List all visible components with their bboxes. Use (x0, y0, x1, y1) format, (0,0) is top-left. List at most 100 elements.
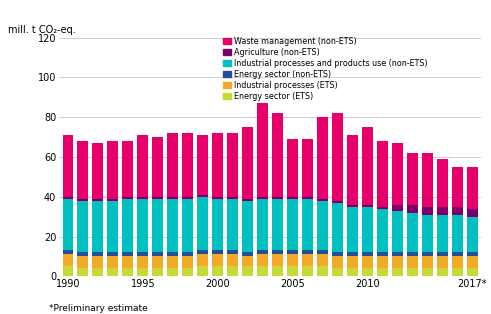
Bar (272, 197, 283, 199)
Bar (407, 268, 418, 276)
Bar (78, 199, 88, 201)
Bar (122, 268, 133, 276)
Bar (347, 205, 358, 207)
Bar (452, 207, 463, 215)
Bar (212, 197, 223, 199)
Bar (182, 252, 193, 257)
Bar (122, 197, 133, 199)
Bar (377, 257, 388, 268)
Bar (437, 159, 448, 207)
Bar (302, 251, 313, 254)
Bar (437, 207, 448, 215)
Bar (167, 197, 178, 199)
Bar (362, 268, 373, 276)
Bar (108, 252, 118, 257)
Bar (317, 201, 328, 251)
Bar (347, 257, 358, 268)
Bar (287, 266, 298, 276)
Bar (362, 205, 373, 207)
Bar (317, 251, 328, 254)
Bar (257, 103, 268, 197)
Bar (167, 257, 178, 268)
Bar (452, 252, 463, 257)
Bar (452, 215, 463, 252)
Bar (302, 197, 313, 199)
Bar (287, 139, 298, 197)
Bar (437, 257, 448, 268)
Bar (257, 266, 268, 276)
Bar (122, 141, 133, 197)
Bar (137, 252, 148, 257)
Bar (62, 135, 73, 197)
Bar (62, 251, 73, 254)
Bar (152, 199, 163, 252)
Bar (437, 268, 448, 276)
Bar (272, 251, 283, 254)
Bar (272, 266, 283, 276)
Bar (92, 257, 103, 268)
Bar (347, 268, 358, 276)
Bar (392, 143, 403, 205)
Bar (212, 254, 223, 266)
Bar (422, 268, 433, 276)
Bar (392, 252, 403, 257)
Bar (467, 167, 478, 209)
Bar (287, 199, 298, 251)
Bar (347, 207, 358, 252)
Bar (227, 266, 238, 276)
Bar (452, 268, 463, 276)
Bar (197, 254, 208, 266)
Text: *Preliminary estimate: *Preliminary estimate (49, 304, 148, 313)
Bar (257, 254, 268, 266)
Bar (407, 153, 418, 205)
Bar (467, 217, 478, 252)
Bar (167, 268, 178, 276)
Bar (197, 251, 208, 254)
Bar (317, 117, 328, 199)
Bar (467, 252, 478, 257)
Bar (78, 257, 88, 268)
Bar (152, 257, 163, 268)
Bar (467, 257, 478, 268)
Bar (182, 199, 193, 252)
Bar (392, 257, 403, 268)
Bar (122, 199, 133, 252)
Bar (332, 252, 343, 257)
Bar (137, 268, 148, 276)
Bar (407, 257, 418, 268)
Bar (422, 153, 433, 207)
Bar (452, 167, 463, 207)
Bar (302, 199, 313, 251)
Bar (152, 268, 163, 276)
Bar (212, 266, 223, 276)
Bar (182, 268, 193, 276)
Legend: Waste management (non-ETS), Agriculture (non-ETS), Industrial processes and prod: Waste management (non-ETS), Agriculture … (223, 37, 428, 101)
Bar (197, 135, 208, 195)
Bar (437, 252, 448, 257)
Bar (92, 252, 103, 257)
Bar (272, 199, 283, 251)
Bar (92, 199, 103, 201)
Bar (182, 133, 193, 197)
Bar (242, 199, 253, 201)
Bar (287, 251, 298, 254)
Bar (92, 201, 103, 252)
Bar (227, 133, 238, 197)
Bar (62, 266, 73, 276)
Bar (317, 266, 328, 276)
Bar (407, 213, 418, 252)
Text: mill. t CO₂-eq.: mill. t CO₂-eq. (8, 25, 76, 35)
Bar (108, 141, 118, 199)
Bar (197, 266, 208, 276)
Bar (197, 197, 208, 251)
Bar (182, 197, 193, 199)
Bar (122, 252, 133, 257)
Bar (227, 197, 238, 199)
Bar (227, 254, 238, 266)
Bar (272, 113, 283, 197)
Bar (332, 268, 343, 276)
Bar (362, 127, 373, 205)
Bar (362, 207, 373, 252)
Bar (197, 195, 208, 197)
Bar (152, 252, 163, 257)
